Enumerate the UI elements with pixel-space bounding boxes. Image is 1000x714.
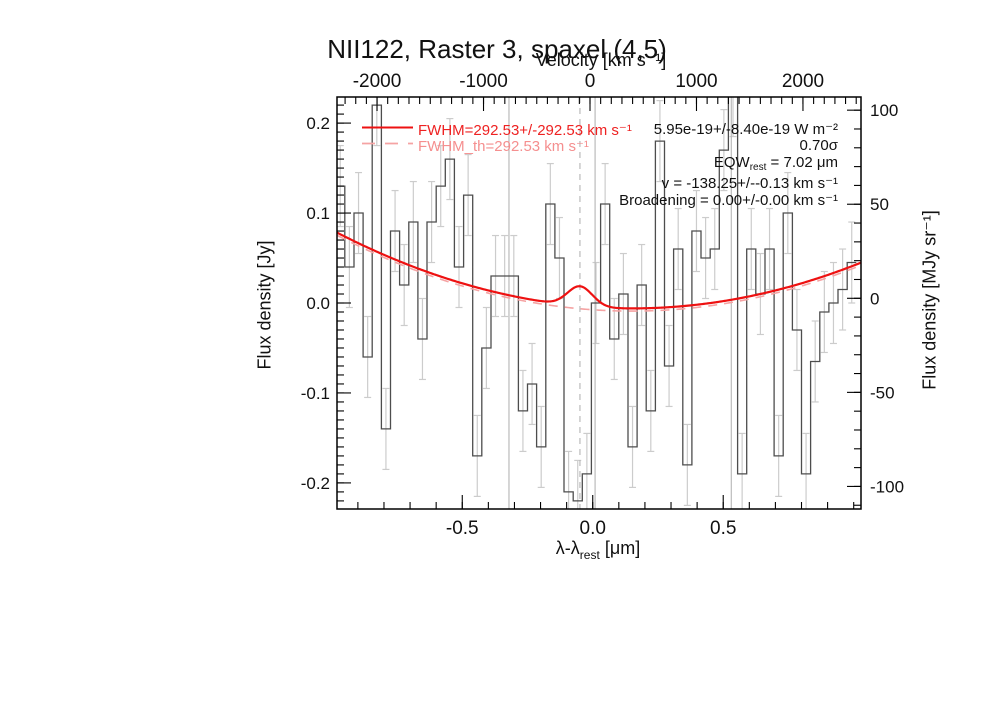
svg-text:-0.5: -0.5 [446, 518, 479, 539]
eqw-annotation: EQWrest = 7.02 μm [713, 153, 838, 173]
top-axis-label: Velocity [km s⁻¹] [535, 50, 667, 70]
svg-text:-0.1: -0.1 [301, 384, 330, 403]
legend-fwhm-th-label: FWHM_th=292.53 km s⁻¹ [418, 138, 589, 155]
svg-text:-2000: -2000 [353, 71, 402, 92]
bottom-axis-label-prefix: λ-λ [555, 538, 580, 558]
svg-text:2000: 2000 [782, 71, 824, 92]
spectrum-histogram [337, 97, 857, 502]
svg-text:-50: -50 [870, 383, 895, 402]
tick-labels: -0.5 0.0 0.5-2000 -1000 0 1000 20000.20.10.0-0… [301, 71, 904, 539]
velocity-annotation: v = -138.25+/--0.13 km s⁻¹ [661, 175, 838, 193]
svg-text:0.2: 0.2 [306, 114, 330, 133]
fit-annotations: 5.95e-19+/-8.40e-19 W m⁻² 0.70σ EQWrest … [619, 121, 838, 209]
bottom-axis-label: λ-λrest [μm] [556, 538, 640, 562]
svg-text:0: 0 [870, 289, 879, 308]
svg-text:-100: -100 [870, 477, 904, 496]
plot-title: NII122, Raster 3, spaxel (4,5) [327, 34, 667, 64]
bottom-axis-label-suffix: [μm] [599, 538, 641, 558]
svg-text:-0.2: -0.2 [301, 474, 330, 493]
right-axis-label: Flux density [MJy sr⁻¹] [919, 210, 940, 390]
legend-fwhm-label: FWHM=292.53+/-292.53 km s⁻¹ [418, 122, 632, 139]
bottom-axis-label-sub: rest [579, 548, 600, 562]
svg-text:0.5: 0.5 [710, 518, 736, 539]
svg-text:100: 100 [870, 101, 898, 120]
svg-text:0: 0 [585, 71, 596, 92]
fit-curve-theoretical [337, 234, 861, 312]
svg-text:-1000: -1000 [459, 71, 508, 92]
svg-text:0.0: 0.0 [580, 518, 606, 539]
svg-text:0.1: 0.1 [306, 204, 330, 223]
fit-curve [337, 231, 861, 310]
broadening-annotation: Broadening = 0.00+/-0.00 km s⁻¹ [619, 191, 838, 209]
svg-text:1000: 1000 [675, 71, 717, 92]
axis-ticks [337, 97, 861, 509]
left-axis-label: Flux density [Jy] [254, 240, 275, 370]
line-flux-annotation: 5.95e-19+/-8.40e-19 W m⁻² [653, 121, 838, 138]
svg-text:50: 50 [870, 195, 889, 214]
significance-annotation: 0.70σ [799, 137, 838, 155]
svg-text:0.0: 0.0 [306, 294, 330, 313]
